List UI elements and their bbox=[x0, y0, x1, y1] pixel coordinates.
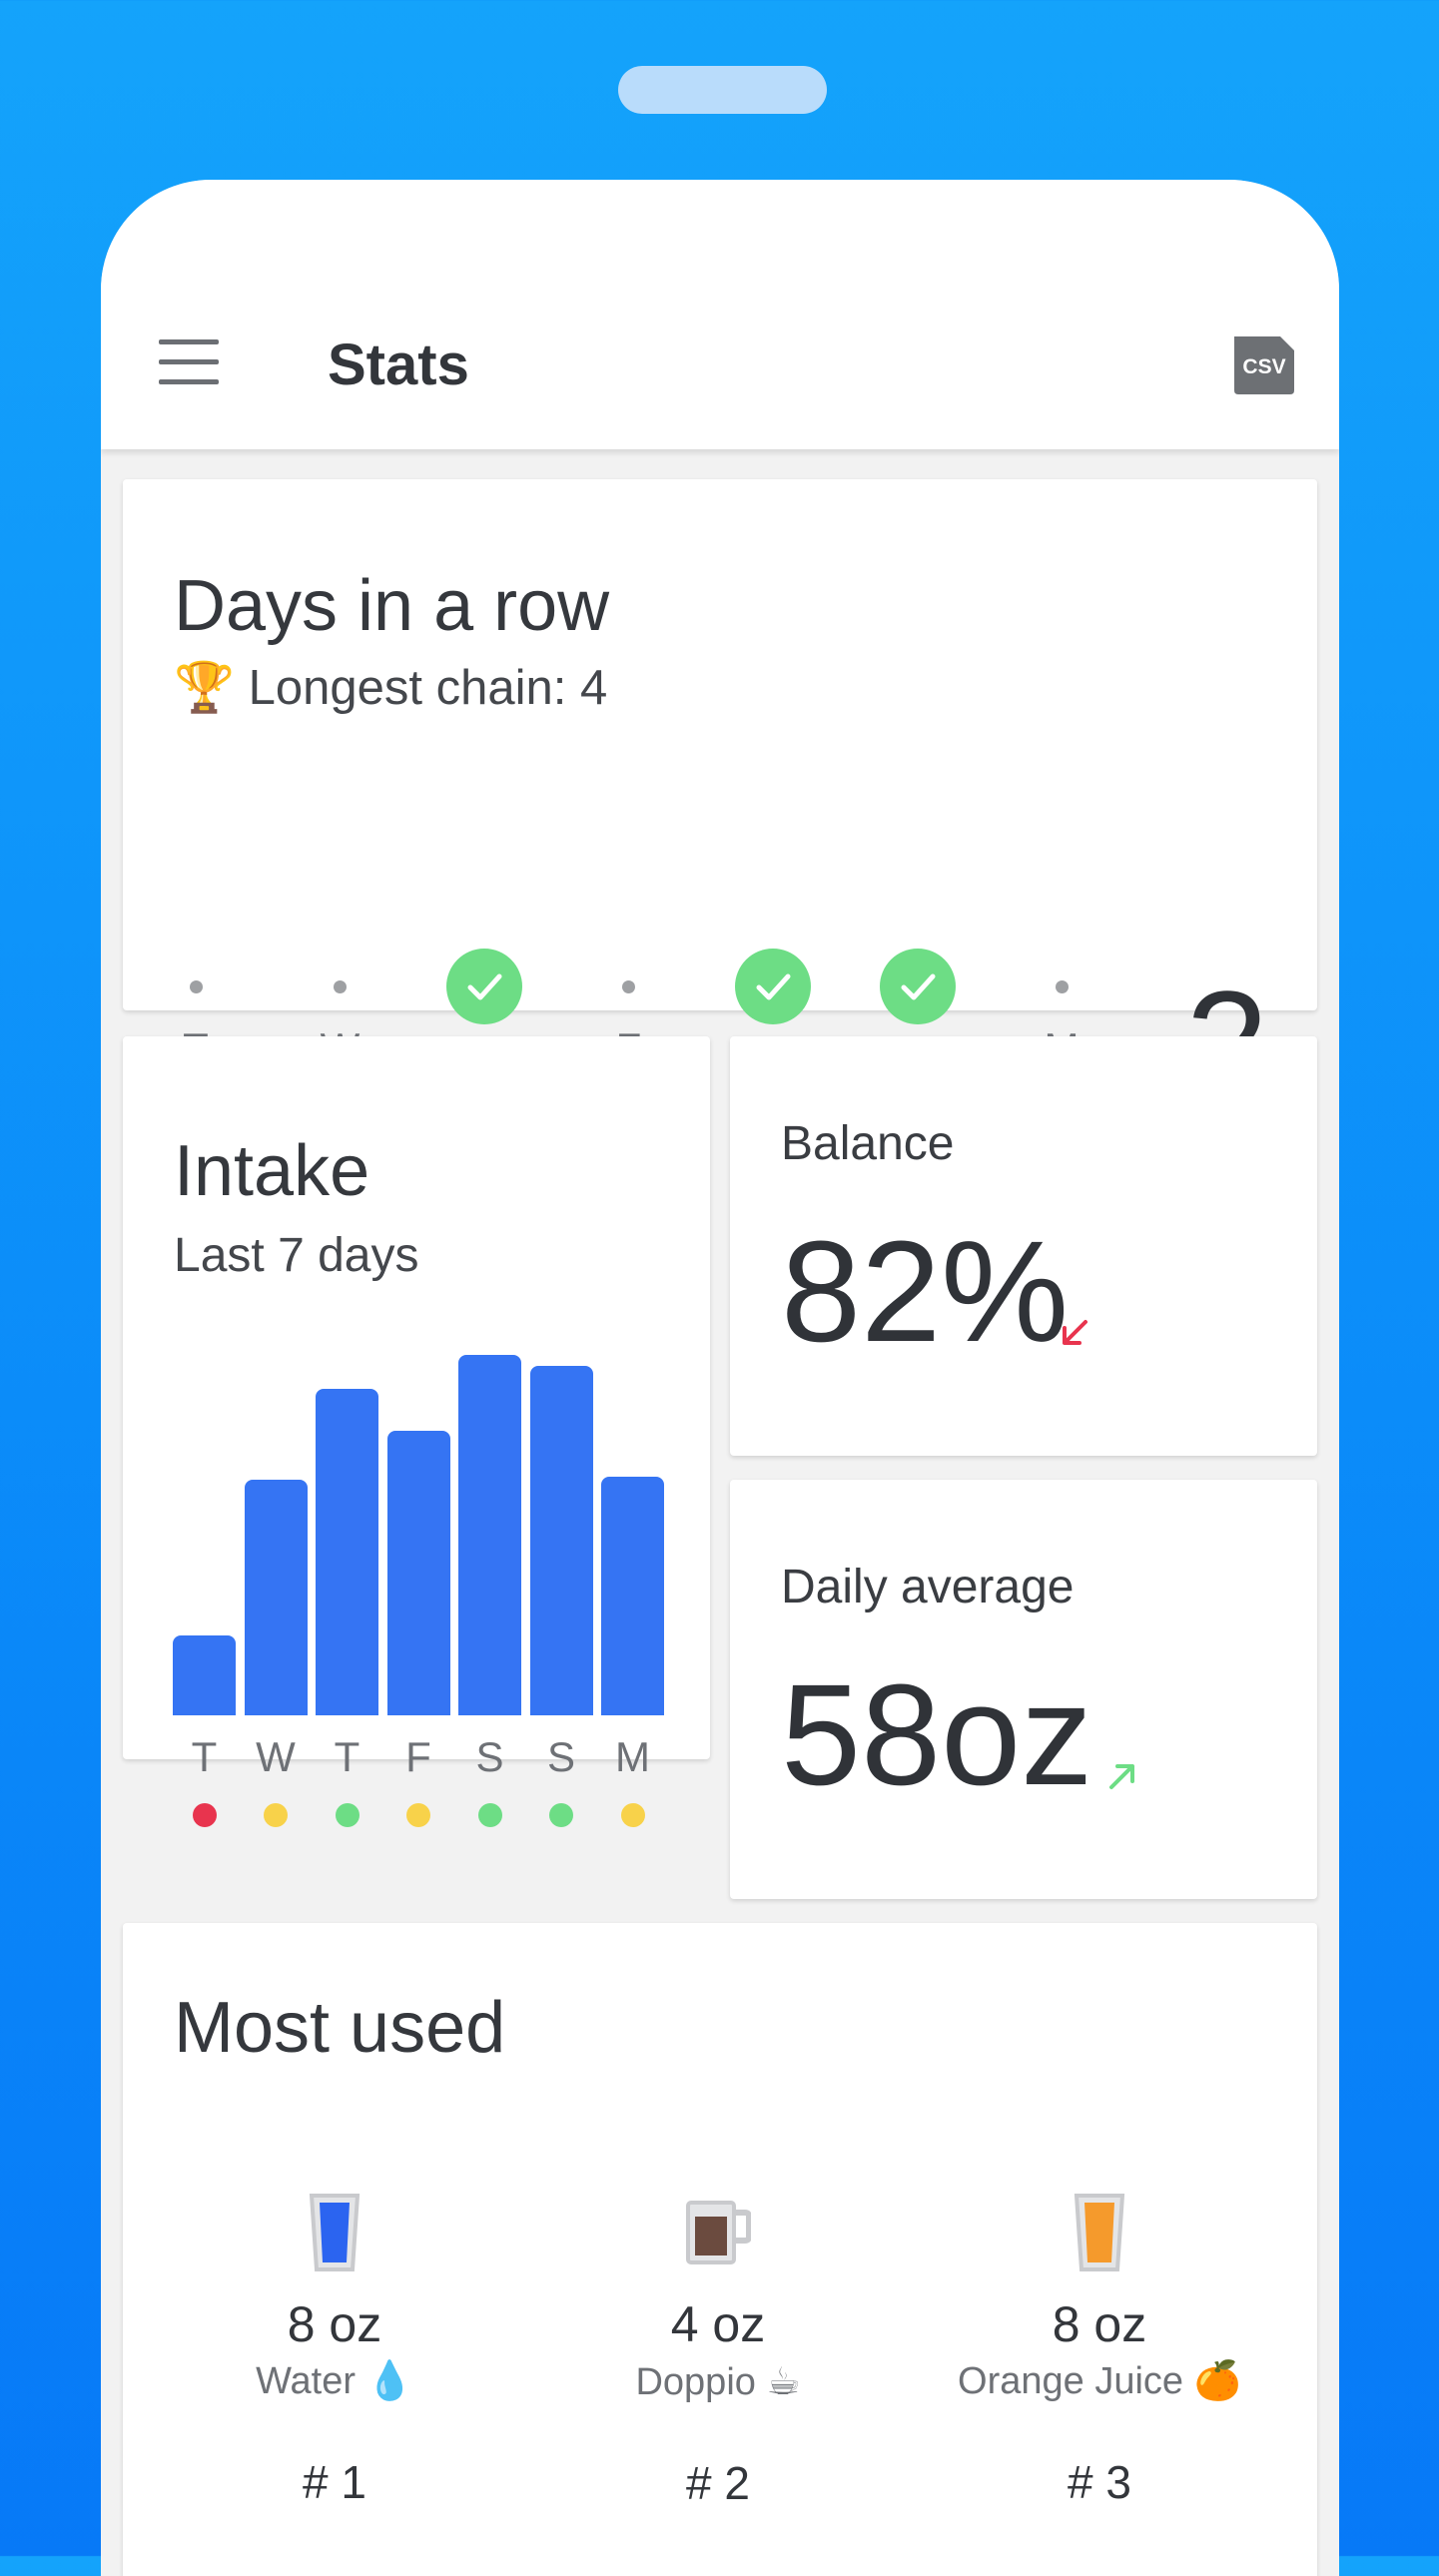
empty-day-dot bbox=[622, 980, 635, 993]
coffee-mug-icon bbox=[686, 2201, 752, 2264]
check-icon bbox=[446, 949, 522, 1024]
daily-average-label: Daily average bbox=[781, 1561, 1075, 1613]
drink-size: 4 oz bbox=[670, 2296, 766, 2352]
intake-bar-label: F bbox=[405, 1733, 431, 1780]
intake-bar bbox=[529, 1366, 593, 1715]
intake-status-dot bbox=[264, 1803, 288, 1827]
most-used-item[interactable]: 8 oz Orange Juice 🍊 # 3 bbox=[910, 2193, 1289, 2509]
check-icon bbox=[879, 949, 956, 1024]
intake-bar-label: S bbox=[475, 1733, 504, 1780]
intake-bar-label: M bbox=[615, 1733, 650, 1780]
drink-size: 8 oz bbox=[1052, 2296, 1147, 2352]
intake-status-dot bbox=[335, 1803, 360, 1827]
intake-bar bbox=[601, 1476, 664, 1715]
empty-day-dot bbox=[189, 980, 203, 993]
balance-card: Balance 82% bbox=[730, 1036, 1317, 1456]
intake-bar bbox=[386, 1431, 450, 1715]
intake-bar bbox=[458, 1355, 521, 1715]
longest-chain: 🏆 Longest chain: 4 bbox=[174, 659, 607, 716]
intake-status-dot bbox=[406, 1803, 430, 1827]
drink-name: Doppio ☕ bbox=[635, 2361, 801, 2403]
water-glass-icon bbox=[309, 2194, 360, 2271]
trend-down-icon bbox=[1063, 1320, 1087, 1345]
trophy-icon: 🏆 bbox=[174, 661, 236, 715]
juice-glass-icon bbox=[1074, 2194, 1125, 2271]
drink-rank: # 2 bbox=[686, 2457, 750, 2509]
most-used-card: Most used 8 oz Water 💧 # 1 4 oz Doppio ☕… bbox=[123, 1923, 1317, 2576]
drink-name: Orange Juice 🍊 bbox=[958, 2360, 1241, 2402]
intake-status-dot bbox=[549, 1803, 573, 1827]
empty-day-dot bbox=[1055, 980, 1069, 993]
trend-up-icon bbox=[1109, 1764, 1134, 1789]
page-title: Stats bbox=[328, 332, 469, 397]
days-in-a-row-title: Days in a row bbox=[174, 566, 610, 646]
phone-speaker bbox=[618, 66, 827, 114]
intake-bar bbox=[173, 1635, 236, 1715]
svg-text:CSV: CSV bbox=[1242, 355, 1285, 378]
empty-day-dot bbox=[334, 980, 347, 993]
drink-name: Water 💧 bbox=[256, 2360, 413, 2402]
intake-bar bbox=[316, 1389, 378, 1715]
most-used-item[interactable]: 4 oz Doppio ☕ # 2 bbox=[528, 2193, 908, 2510]
intake-title: Intake bbox=[174, 1131, 370, 1211]
intake-bar-label: S bbox=[546, 1733, 575, 1780]
intake-status-dot bbox=[620, 1803, 645, 1827]
intake-bar-label: T bbox=[334, 1733, 360, 1780]
drink-rank: # 3 bbox=[1068, 2456, 1131, 2508]
most-used-title: Most used bbox=[174, 1988, 506, 2068]
menu-icon[interactable] bbox=[159, 339, 219, 384]
drink-size: 8 oz bbox=[287, 2296, 382, 2352]
balance-value: 82% bbox=[781, 1211, 1070, 1372]
intake-status-dot bbox=[477, 1803, 502, 1827]
phone-screen: Stats CSV Days in a row 🏆 Longest chain:… bbox=[101, 180, 1339, 2576]
daily-average-value: 58oz bbox=[781, 1654, 1093, 1815]
drink-rank: # 1 bbox=[303, 2456, 366, 2508]
intake-bar-label: W bbox=[256, 1733, 296, 1780]
intake-subtitle: Last 7 days bbox=[174, 1229, 419, 1282]
intake-bar-label: T bbox=[191, 1733, 218, 1780]
intake-status-dot bbox=[192, 1803, 217, 1827]
check-icon bbox=[735, 949, 811, 1024]
csv-icon[interactable]: CSV bbox=[1230, 330, 1296, 396]
days-in-a-row-card: Days in a row 🏆 Longest chain: 4 TWTFSSM… bbox=[123, 479, 1317, 1118]
longest-chain-label: Longest chain: 4 bbox=[248, 661, 608, 715]
intake-bar bbox=[244, 1480, 308, 1715]
app-bar: Stats CSV bbox=[101, 180, 1339, 449]
daily-average-card: Daily average 58oz bbox=[730, 1480, 1317, 1899]
most-used-item[interactable]: 8 oz Water 💧 # 1 bbox=[145, 2193, 524, 2509]
balance-label: Balance bbox=[781, 1117, 955, 1170]
